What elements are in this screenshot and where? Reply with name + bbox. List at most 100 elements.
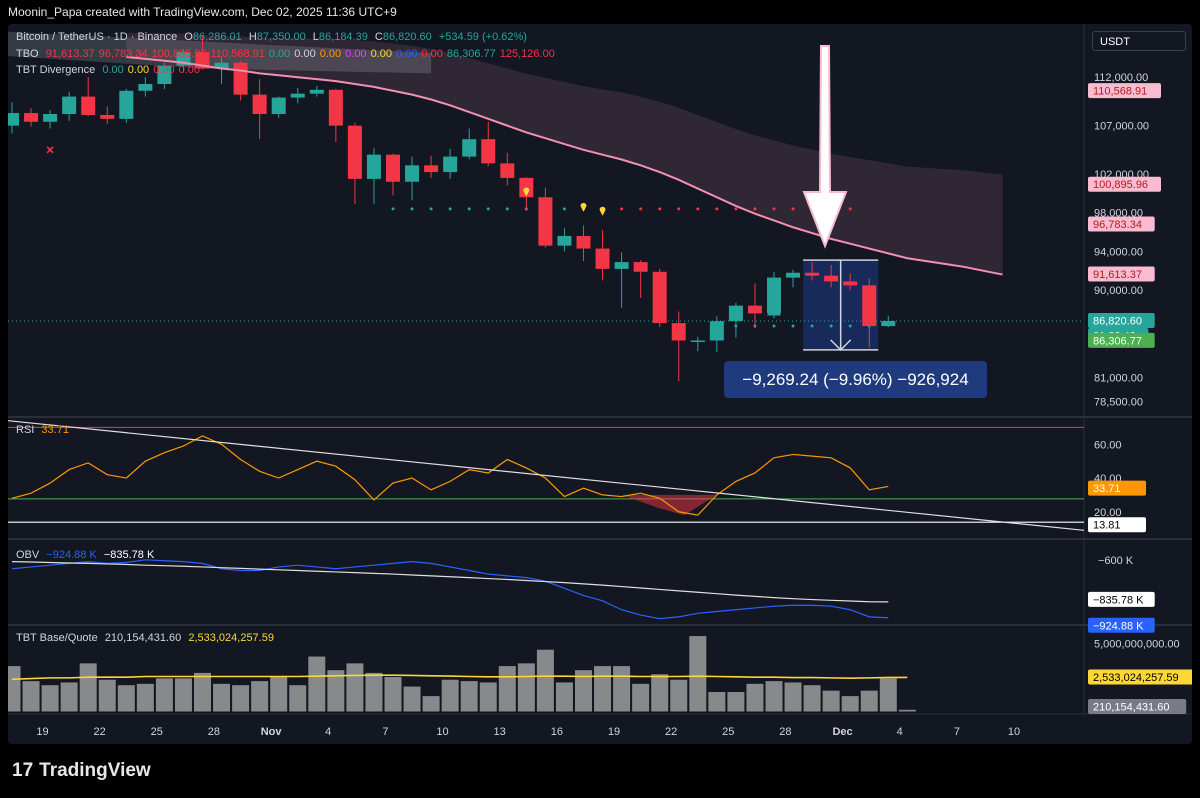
time-tick-label: 16 (551, 726, 563, 738)
volume-bar (440, 678, 460, 713)
volume-bar (631, 682, 651, 713)
signal-dot (620, 207, 624, 211)
brand-name: TradingView (39, 760, 151, 781)
tbo_legend-value: 110,568.91 (210, 48, 265, 60)
volume-bar (707, 691, 727, 713)
volume-bar (554, 681, 574, 713)
time-tick-label: 22 (665, 726, 677, 738)
signal-dot (391, 207, 395, 211)
candle-body (81, 96, 96, 115)
div_legend-value: 0.00 (153, 64, 175, 76)
volume-bar (478, 681, 498, 713)
time-tick-label: 28 (208, 726, 220, 738)
signal-dot (429, 207, 433, 211)
candle-body (462, 139, 477, 157)
signal-dot (639, 207, 643, 211)
chart-area[interactable]: 116,000.00112,000.00107,000.00102,000.00… (8, 24, 1192, 744)
volume-bar (326, 669, 346, 713)
signal-dot (696, 207, 700, 211)
obv-value-1: −924.88 K (46, 549, 97, 561)
volume-bar (459, 680, 479, 713)
obv-legend: OBV −924.88 K −835.78 K (16, 549, 158, 561)
candle-body (576, 235, 591, 249)
ma-line (126, 55, 1003, 276)
h-label: H (248, 31, 257, 43)
symbol-name: Bitcoin / TetherUS · 1D · Binance (16, 31, 178, 43)
volume-bar (135, 682, 155, 713)
candle-body (614, 262, 629, 269)
candle-body (328, 89, 343, 126)
volume-bar (821, 689, 841, 713)
drop-marker (523, 187, 530, 197)
volume-bar (383, 676, 403, 713)
price-badge-bg (1088, 83, 1161, 99)
tbo-name: TBO (16, 48, 39, 60)
obv-tick-label: −600 K (1098, 555, 1134, 567)
price-badge: 86,306.77 (1093, 335, 1142, 347)
candle-body (119, 90, 134, 119)
candle-body (633, 262, 648, 272)
signal-dot (829, 324, 833, 328)
signal-dot (734, 207, 738, 211)
tbo_legend-value: 0.00 (319, 48, 342, 60)
time-tick-label: Dec (832, 726, 852, 738)
tradingview-logo[interactable]: 17 TradingView (12, 760, 151, 782)
volume-bar (364, 671, 384, 713)
volume-bar (535, 648, 555, 713)
volume-bar (650, 673, 670, 713)
price-badge: 96,783.34 (1093, 219, 1142, 231)
currency-button[interactable]: USDT (1092, 31, 1186, 51)
obv-value-2: −835.78 K (103, 549, 155, 561)
signal-dot (505, 207, 509, 211)
div_legend-value: 0.00 (178, 64, 201, 76)
time-tick-label: 19 (608, 726, 620, 738)
volume-bar (840, 695, 860, 713)
obv-badge: −835.78 K (1093, 594, 1144, 606)
tbo_legend-value: 96,783.34 (98, 48, 148, 60)
volume-bar (154, 677, 174, 713)
price-badge: 100,895.96 (1093, 179, 1148, 191)
tradingview-logo-icon: 17 (12, 760, 34, 781)
obv-line (11, 559, 889, 620)
rsi-trendline (8, 420, 1085, 531)
drop-marker (599, 206, 606, 216)
signal-dot (772, 324, 776, 328)
candle-body (252, 94, 267, 115)
volume-bar (783, 681, 803, 713)
price-badge: 91,613.37 (1093, 269, 1142, 281)
gray-cloud (8, 31, 432, 74)
volume-bar (897, 708, 917, 713)
volume-name: TBT Base/Quote (16, 632, 98, 644)
volume-badge-bg (1088, 699, 1187, 714)
volume-bar (173, 677, 193, 713)
volume-bar (802, 684, 822, 713)
volume-bar (40, 684, 60, 713)
obv-badge: −924.88 K (1093, 620, 1144, 632)
price-badge-bg (1088, 176, 1161, 192)
volume-bar (345, 662, 365, 713)
volume-bar (250, 680, 270, 713)
signal-dot (486, 207, 490, 211)
price-badge-bg (1088, 266, 1155, 282)
candle-body (595, 248, 610, 269)
volume-bar (726, 691, 746, 713)
volume-bar (193, 671, 212, 713)
rsi-value: 33.71 (41, 424, 69, 436)
volume-bar (593, 665, 613, 713)
volume-bar (288, 684, 308, 713)
time-tick-label: 10 (1008, 726, 1020, 738)
obv-badge-bg (1088, 591, 1155, 607)
rsi-badge: 33.71 (1093, 483, 1121, 495)
volume-bar (497, 665, 517, 713)
o-label: O (184, 31, 193, 43)
price-tick-label: 94,000.00 (1094, 246, 1143, 258)
divergence-name: TBT Divergence (16, 64, 96, 76)
close-value: 86,820.60 (382, 31, 432, 43)
cross-marker (46, 146, 54, 154)
volume-badge-bg (1088, 669, 1192, 685)
rsi-badge-bg (1088, 480, 1146, 496)
volume-bar (859, 689, 879, 713)
candle-body (786, 272, 801, 278)
tbo_legend-value: 0.00 (294, 48, 316, 60)
